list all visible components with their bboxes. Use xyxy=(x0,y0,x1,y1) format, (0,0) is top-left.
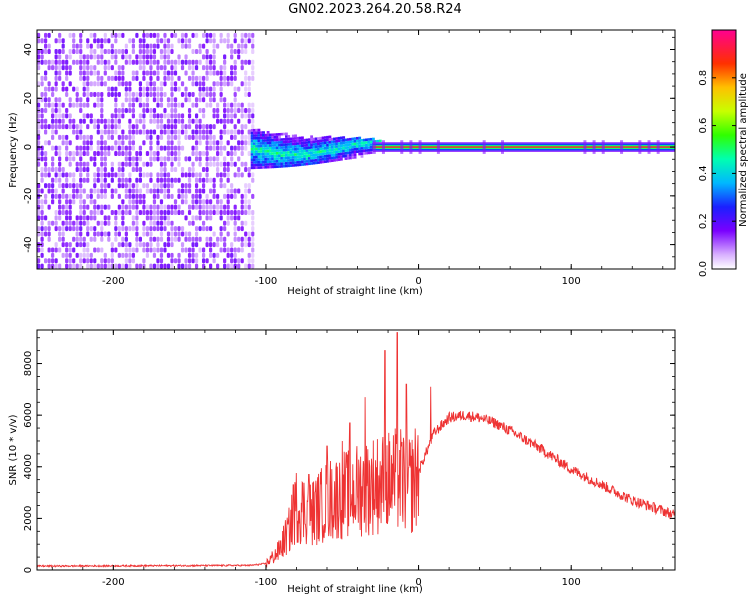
y-tick-label: 6000 xyxy=(23,402,34,427)
figure-title: GN02.2023.264.20.58.R24 xyxy=(288,2,462,17)
top-y-axis-label: Frequency (Hz) xyxy=(8,112,19,188)
y-tick-label: 8000 xyxy=(23,351,34,376)
top-x-axis-label: Height of straight line (km) xyxy=(287,286,423,297)
top-plot-frame xyxy=(36,29,676,270)
snr-series-line xyxy=(37,332,675,569)
y-tick-label: 40 xyxy=(23,43,34,56)
x-tick-label: -100 xyxy=(255,577,278,588)
colorbar-tick-label: 0.6 xyxy=(698,118,709,134)
x-tick-label: 0 xyxy=(415,577,421,588)
x-tick-label: -200 xyxy=(102,276,125,287)
colorbar-tick-label: 0.2 xyxy=(698,213,709,229)
colorbar xyxy=(711,29,737,270)
x-tick-label: 100 xyxy=(562,276,581,287)
y-tick-label: 4000 xyxy=(23,454,34,479)
y-tick-label: -20 xyxy=(23,188,34,204)
colorbar-tick-label: 0.8 xyxy=(698,70,709,86)
colorbar-label: Normalized spectral amplitude xyxy=(738,73,749,227)
y-tick-label: 20 xyxy=(23,92,34,105)
x-tick-label: 100 xyxy=(562,577,581,588)
colorbar-tick-label: 0.4 xyxy=(698,165,709,181)
bottom-plot-frame xyxy=(36,329,676,571)
spectrogram-heatmap xyxy=(37,32,675,269)
y-tick-label: 0 xyxy=(23,567,34,573)
x-tick-label: -100 xyxy=(255,276,278,287)
x-tick-label: 0 xyxy=(415,276,421,287)
bottom-x-axis-label: Height of straight line (km) xyxy=(287,584,423,595)
y-tick-label: 2000 xyxy=(23,506,34,531)
colorbar-tick-label: 0.0 xyxy=(698,261,709,277)
y-tick-label: -40 xyxy=(23,236,34,252)
y-tick-label: 0 xyxy=(23,144,34,150)
colorbar-ticks: 0.0 0.2 0.4 0.6 0.8 xyxy=(698,70,736,277)
bottom-y-axis-label: SNR (10 * v/v) xyxy=(8,414,19,485)
x-tick-label: -200 xyxy=(102,577,125,588)
